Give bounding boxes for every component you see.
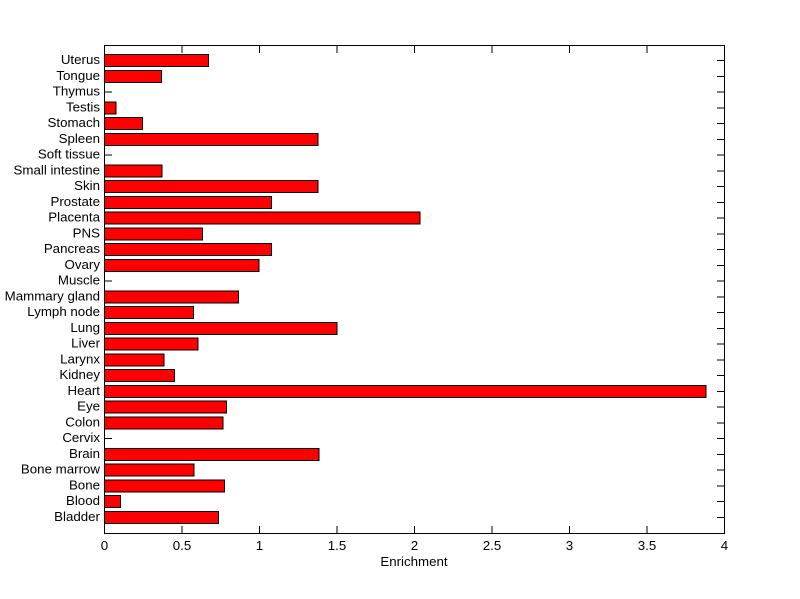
- svg-text:Prostate: Prostate: [50, 194, 100, 209]
- svg-text:Stomach: Stomach: [48, 115, 100, 130]
- svg-text:Bone marrow: Bone marrow: [21, 462, 100, 477]
- svg-text:Colon: Colon: [65, 414, 100, 429]
- svg-text:Heart: Heart: [67, 383, 100, 398]
- svg-text:Spleen: Spleen: [59, 131, 100, 146]
- svg-text:Pancreas: Pancreas: [44, 241, 101, 256]
- svg-text:Tongue: Tongue: [56, 68, 100, 83]
- svg-text:1.5: 1.5: [328, 538, 347, 553]
- svg-text:2.5: 2.5: [483, 538, 502, 553]
- svg-text:0: 0: [101, 538, 108, 553]
- svg-text:Kidney: Kidney: [59, 367, 100, 382]
- svg-text:2: 2: [411, 538, 418, 553]
- svg-text:Lymph node: Lymph node: [27, 304, 100, 319]
- svg-text:Liver: Liver: [71, 336, 100, 351]
- svg-text:3: 3: [566, 538, 573, 553]
- svg-text:Brain: Brain: [69, 446, 100, 461]
- svg-text:Bone: Bone: [69, 477, 100, 492]
- svg-text:Blood: Blood: [66, 493, 100, 508]
- svg-text:Eye: Eye: [77, 399, 100, 414]
- svg-text:Soft tissue: Soft tissue: [38, 147, 100, 162]
- svg-text:Mammary gland: Mammary gland: [5, 288, 100, 303]
- svg-text:Bladder: Bladder: [54, 509, 100, 524]
- svg-text:0.5: 0.5: [173, 538, 192, 553]
- svg-text:Enrichment: Enrichment: [380, 554, 448, 569]
- svg-text:3.5: 3.5: [638, 538, 657, 553]
- svg-text:Muscle: Muscle: [58, 273, 100, 288]
- svg-text:Skin: Skin: [74, 178, 100, 193]
- svg-text:Uterus: Uterus: [61, 52, 101, 67]
- svg-text:Testis: Testis: [66, 99, 100, 114]
- svg-text:Thymus: Thymus: [53, 84, 101, 99]
- svg-text:4: 4: [721, 538, 728, 553]
- svg-text:Placenta: Placenta: [48, 210, 100, 225]
- svg-text:Larynx: Larynx: [60, 351, 100, 366]
- svg-text:PNS: PNS: [73, 225, 100, 240]
- svg-text:Ovary: Ovary: [65, 257, 101, 272]
- svg-text:1: 1: [256, 538, 263, 553]
- svg-text:Lung: Lung: [70, 320, 100, 335]
- svg-text:Small intestine: Small intestine: [14, 162, 100, 177]
- svg-text:Cervix: Cervix: [62, 430, 100, 445]
